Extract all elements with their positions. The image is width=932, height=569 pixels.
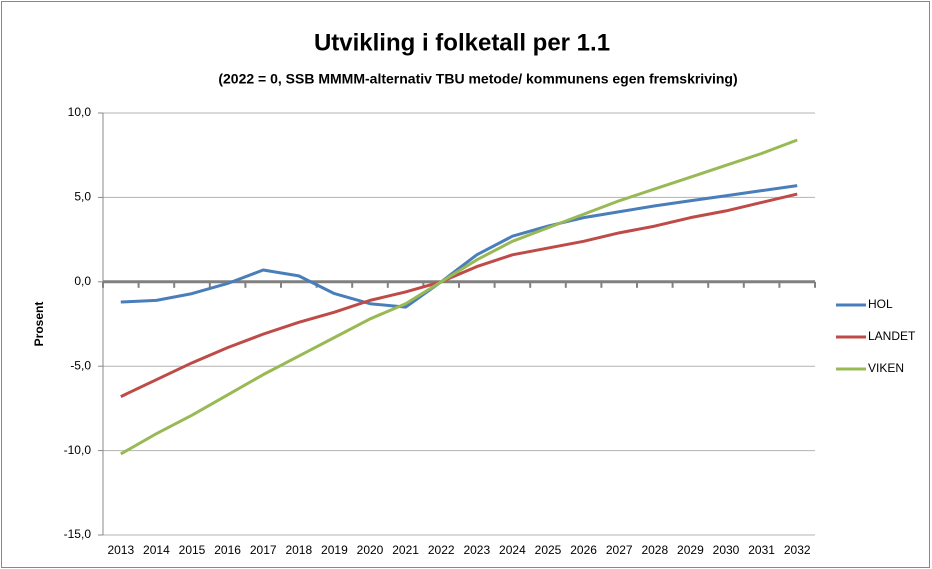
y-tick-label: 0,0	[74, 274, 91, 288]
x-tick-label: 2021	[392, 543, 419, 557]
chart-subtitle: (2022 = 0, SSB MMMM-alternativ TBU metod…	[218, 71, 737, 87]
legend-label: HOL	[868, 297, 893, 311]
series-line	[120, 192, 798, 398]
x-tick-label: 2020	[357, 543, 384, 557]
x-tick-label: 2029	[677, 543, 704, 557]
chart-title: Utvikling i folketall per 1.1	[314, 29, 610, 56]
x-tick-label: 2019	[321, 543, 348, 557]
y-tick-label: -10,0	[64, 443, 92, 457]
y-tick-label: -5,0	[70, 358, 91, 372]
series-line	[120, 184, 798, 309]
y-tick-label: 10,0	[68, 105, 92, 119]
legend-label: VIKEN	[868, 361, 904, 375]
x-tick-label: 2017	[250, 543, 277, 557]
y-axis-label: Prosent	[32, 302, 46, 347]
x-tick-label: 2022	[428, 543, 455, 557]
x-tick-label: 2028	[641, 543, 668, 557]
x-tick-label: 2032	[784, 543, 811, 557]
x-tick-label: 2024	[499, 543, 526, 557]
y-tick-label: -15,0	[64, 527, 92, 541]
series-line	[120, 138, 798, 456]
x-tick-label: 2027	[606, 543, 633, 557]
x-tick-label: 2015	[179, 543, 206, 557]
x-tick-label: 2014	[143, 543, 170, 557]
legend-label: LANDET	[868, 329, 916, 343]
x-tick-label: 2018	[285, 543, 312, 557]
x-tick-label: 2016	[214, 543, 241, 557]
x-tick-label: 2031	[748, 543, 775, 557]
x-tick-label: 2026	[570, 543, 597, 557]
x-tick-label: 2025	[535, 543, 562, 557]
x-tick-label: 2013	[107, 543, 134, 557]
y-tick-label: 5,0	[74, 190, 91, 204]
x-tick-label: 2030	[713, 543, 740, 557]
x-tick-label: 2023	[463, 543, 490, 557]
